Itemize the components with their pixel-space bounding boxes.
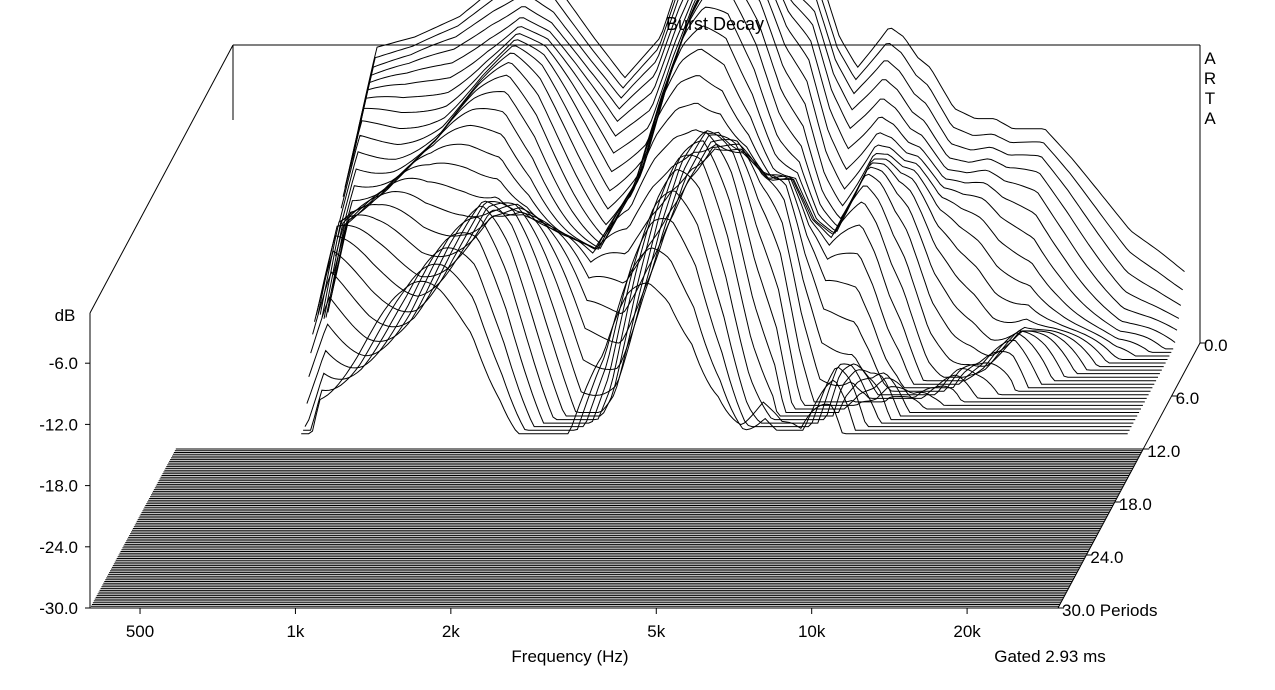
y-tick-label: -6.0 (49, 354, 78, 373)
decay-slice-line (333, 48, 1160, 375)
z-tick-label: 6.0 (1176, 389, 1200, 408)
decay-slice-line (301, 280, 1128, 435)
x-tick-label: 500 (126, 622, 154, 641)
z-axis-ticks: 0.0 6.0 12.0 18.0 24.0 30.0 Periods (1058, 336, 1228, 620)
z-tick-label: 30.0 Periods (1062, 601, 1157, 620)
decay-slice-line (352, 0, 1180, 319)
x-tick-label: 2k (442, 622, 460, 641)
y-axis-ticks: -6.0 -12.0 -18.0 -24.0 -30.0 (39, 354, 90, 618)
decay-slice-line (340, 0, 1168, 360)
decay-slice-line (346, 0, 1174, 350)
decay-slice-line (338, 0, 1166, 364)
gated-note: Gated 2.93 ms (994, 647, 1106, 666)
decay-slice-line (342, 0, 1170, 357)
y-tick-label: -12.0 (39, 415, 78, 434)
decay-slice-line (354, 0, 1182, 306)
decay-floor-lines (90, 448, 1144, 609)
y-tick-label: -24.0 (39, 538, 78, 557)
decay-slice-line (308, 168, 1136, 421)
y-axis-label: dB (55, 306, 76, 325)
decay-slices (301, 0, 1185, 435)
decay-slice-line (329, 102, 1157, 382)
decay-slice-line (325, 143, 1153, 389)
decay-slice-line (314, 131, 1141, 410)
decay-slice-line (303, 247, 1130, 431)
decay-slice-line (336, 6, 1164, 368)
decay-slice-line (310, 154, 1138, 417)
decay-slice-line (312, 140, 1140, 413)
decay-slice-line (327, 129, 1155, 385)
x-tick-label: 10k (798, 622, 826, 641)
z-tick-label: 0.0 (1204, 336, 1228, 355)
decay-slice-line (355, 0, 1183, 291)
decay-slice-line (306, 190, 1134, 424)
decay-slice-line (344, 0, 1172, 353)
chart-title: Burst Decay (666, 14, 764, 34)
decay-slice-line (323, 148, 1151, 392)
z-tick-label: 24.0 (1090, 548, 1123, 567)
decay-slice-line (348, 0, 1176, 343)
y-tick-label: -30.0 (39, 599, 78, 618)
decay-slice-line (304, 217, 1132, 428)
decay-slice-line (350, 0, 1178, 331)
decay-slice-line (331, 75, 1158, 378)
z-tick-label: 12.0 (1147, 442, 1180, 461)
x-axis-label: Frequency (Hz) (511, 647, 628, 666)
decay-slice-line (357, 0, 1185, 272)
decay-slice-line (317, 134, 1145, 403)
x-tick-label: 5k (647, 622, 665, 641)
z-tick-label: 18.0 (1119, 495, 1152, 514)
x-axis-ticks: 500 1k 2k 5k 10k 20k (126, 608, 981, 641)
x-tick-label: 1k (286, 622, 304, 641)
frame-edge (89, 44, 234, 314)
decay-slice-line (315, 130, 1143, 406)
y-tick-label: -18.0 (39, 477, 78, 496)
x-tick-label: 20k (953, 622, 981, 641)
